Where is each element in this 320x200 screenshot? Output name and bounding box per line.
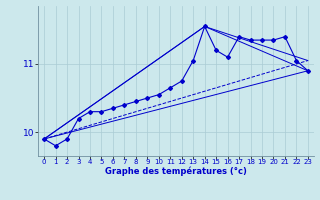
X-axis label: Graphe des températures (°c): Graphe des températures (°c)	[105, 167, 247, 176]
